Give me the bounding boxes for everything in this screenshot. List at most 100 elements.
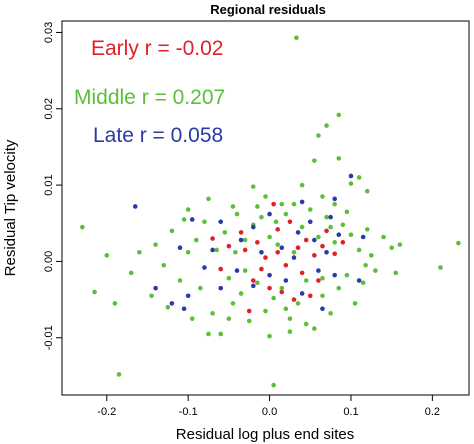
- data-point: [332, 201, 337, 207]
- data-point: [287, 329, 293, 334]
- data-point: [165, 304, 171, 310]
- data-point: [255, 240, 260, 245]
- x-tick-label: 0.0: [262, 406, 277, 418]
- data-point: [336, 285, 342, 291]
- data-point: [238, 230, 244, 235]
- data-point: [340, 222, 346, 228]
- data-point: [279, 245, 285, 250]
- data-point: [116, 372, 122, 377]
- data-point: [273, 219, 279, 225]
- data-point: [218, 219, 224, 225]
- data-points: [80, 35, 461, 388]
- data-point: [267, 333, 272, 339]
- data-point: [291, 255, 297, 260]
- annotation-early: Early r = -0.02: [91, 37, 223, 60]
- data-point: [312, 326, 317, 331]
- data-point: [397, 242, 403, 247]
- data-point: [234, 211, 240, 217]
- data-point: [348, 173, 354, 179]
- data-point: [226, 275, 232, 281]
- data-point: [320, 293, 325, 299]
- data-point: [316, 278, 321, 283]
- data-point: [218, 266, 224, 272]
- annotation-middle: Middle r = 0.207: [74, 86, 225, 109]
- data-point: [206, 196, 211, 202]
- data-point: [324, 228, 329, 234]
- data-point: [352, 301, 358, 306]
- data-point: [307, 219, 313, 225]
- data-point: [356, 175, 362, 180]
- x-tick-label: 0.2: [425, 406, 440, 418]
- data-point: [233, 249, 238, 255]
- data-point: [137, 249, 142, 255]
- data-point: [389, 245, 394, 250]
- data-point: [104, 253, 110, 258]
- data-point: [336, 232, 342, 238]
- data-point: [250, 184, 256, 189]
- data-point: [312, 253, 317, 258]
- y-axis: -0.01 0.00 0.01 0.02 0.03: [43, 22, 62, 350]
- data-point: [153, 285, 158, 291]
- data-point: [299, 199, 305, 205]
- data-point: [194, 237, 199, 243]
- data-point: [181, 306, 187, 312]
- data-point: [283, 211, 289, 217]
- y-tick-label: 0.03: [43, 22, 55, 43]
- data-point: [332, 272, 337, 278]
- data-point: [202, 265, 207, 270]
- data-point: [393, 270, 399, 276]
- x-tick-label: 0.1: [343, 406, 358, 418]
- data-point: [303, 237, 309, 243]
- data-point: [291, 249, 297, 255]
- data-point: [246, 318, 252, 324]
- data-point: [324, 214, 329, 220]
- data-point: [299, 224, 305, 230]
- data-point: [255, 280, 260, 286]
- data-point: [324, 123, 329, 128]
- data-point: [295, 245, 301, 250]
- data-point: [307, 207, 313, 212]
- y-tick-label: 0.00: [43, 251, 55, 272]
- data-point: [250, 283, 256, 289]
- data-point: [303, 278, 309, 283]
- y-tick-label: -0.01: [43, 325, 55, 350]
- data-point: [169, 228, 175, 234]
- data-point: [283, 306, 289, 312]
- data-point: [149, 293, 154, 299]
- data-point: [295, 301, 301, 306]
- data-point: [360, 280, 366, 286]
- data-point: [169, 301, 175, 306]
- data-point: [92, 289, 97, 295]
- data-point: [438, 265, 443, 270]
- data-point: [185, 207, 191, 212]
- data-point: [226, 316, 232, 321]
- data-point: [332, 196, 337, 202]
- data-point: [250, 224, 256, 230]
- data-point: [299, 291, 305, 296]
- data-point: [181, 217, 187, 222]
- data-point: [185, 249, 191, 255]
- data-point: [381, 234, 386, 240]
- data-point: [287, 316, 293, 321]
- data-point: [312, 158, 317, 163]
- data-point: [226, 243, 232, 249]
- data-point: [332, 251, 337, 257]
- data-point: [267, 234, 272, 240]
- chart-title: Regional residuals: [210, 2, 326, 17]
- data-point: [177, 278, 183, 283]
- data-point: [364, 227, 370, 232]
- data-point: [369, 253, 374, 258]
- data-point: [230, 301, 236, 306]
- data-point: [287, 219, 293, 225]
- plot-frame: [61, 20, 470, 396]
- data-point: [344, 272, 350, 278]
- data-point: [267, 285, 272, 291]
- data-point: [328, 214, 333, 220]
- data-point: [218, 285, 224, 291]
- data-point: [198, 285, 203, 291]
- data-point: [259, 249, 264, 255]
- data-point: [312, 237, 317, 243]
- data-point: [279, 285, 285, 291]
- data-point: [259, 266, 264, 272]
